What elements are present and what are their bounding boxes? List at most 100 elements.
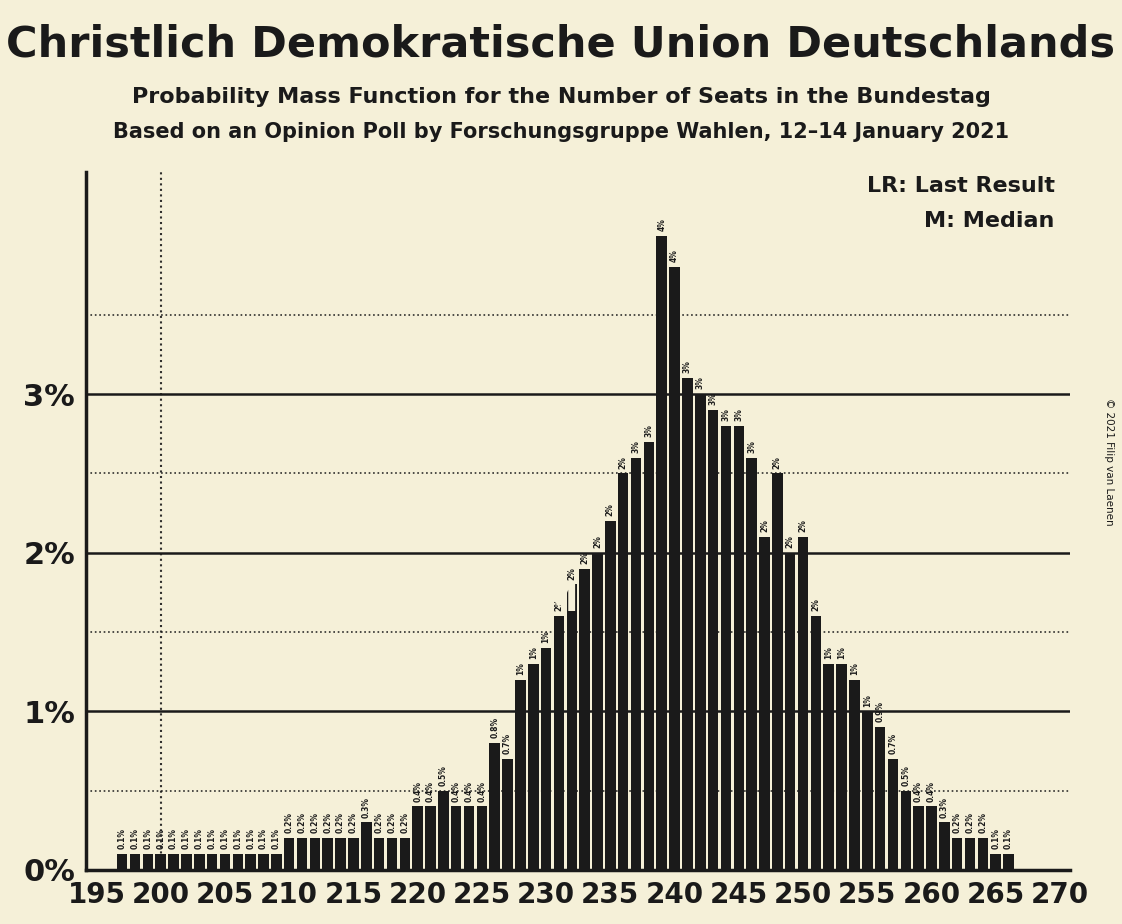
Bar [284,838,294,869]
Bar [939,822,949,869]
Text: 0.2%: 0.2% [966,812,975,833]
Text: 2%: 2% [554,599,563,612]
Text: 0.2%: 0.2% [337,812,346,833]
Text: 3%: 3% [734,408,743,421]
Text: 0.9%: 0.9% [875,701,884,723]
Text: 0.1%: 0.1% [156,828,165,849]
Text: 0.4%: 0.4% [426,781,435,802]
Text: 1%: 1% [825,646,834,659]
Bar [361,822,371,869]
Bar [951,838,963,869]
Text: Based on an Opinion Poll by Forschungsgruppe Wahlen, 12–14 January 2021: Based on an Opinion Poll by Forschungsgr… [113,122,1009,142]
Text: 0.1%: 0.1% [195,828,204,849]
Text: 0.2%: 0.2% [978,812,987,833]
Bar [592,553,603,869]
Text: 0.5%: 0.5% [439,765,448,785]
Text: 0.1%: 0.1% [1004,828,1013,849]
Text: 2%: 2% [799,519,808,532]
Bar [798,537,808,869]
Text: 0.1%: 0.1% [169,828,178,849]
Bar [477,807,487,869]
Bar [888,759,899,869]
Bar [272,854,282,869]
Bar [708,410,718,869]
Text: 2%: 2% [760,519,769,532]
Bar [515,679,526,869]
Bar [913,807,923,869]
Bar [605,521,616,869]
Bar [451,807,461,869]
Bar [695,395,706,869]
Bar [310,838,320,869]
Bar [528,663,539,869]
Text: Probability Mass Function for the Number of Seats in the Bundestag: Probability Mass Function for the Number… [131,87,991,107]
Text: 1%: 1% [837,646,846,659]
Text: 3%: 3% [644,424,653,437]
Text: M: Median: M: Median [925,211,1055,231]
Text: M: M [540,581,578,619]
Bar [322,838,333,869]
Bar [399,838,410,869]
Bar [965,838,975,869]
Text: 0.2%: 0.2% [375,812,384,833]
Text: 0.3%: 0.3% [940,796,949,818]
Bar [181,854,192,869]
Text: 1%: 1% [516,662,525,675]
Bar [926,807,937,869]
Text: 1%: 1% [849,662,858,675]
Text: 2%: 2% [606,504,615,517]
Text: 0.4%: 0.4% [914,781,923,802]
Text: 0.1%: 0.1% [220,828,230,849]
Bar [682,378,692,869]
Bar [348,838,359,869]
Text: LR: Last Result: LR: Last Result [866,176,1055,196]
Bar [901,791,911,869]
Bar [117,854,128,869]
Text: LR: LR [9,749,56,783]
Bar [862,711,873,869]
Bar [413,807,423,869]
Text: 2%: 2% [773,456,782,468]
Bar [991,854,1001,869]
Text: 4%: 4% [670,249,679,262]
Bar [720,426,732,869]
Bar [541,648,551,869]
Text: 3%: 3% [709,393,718,406]
Bar [130,854,140,869]
Bar [232,854,243,869]
Bar [824,663,834,869]
Text: 0.1%: 0.1% [272,828,280,849]
Bar [387,838,397,869]
Bar [374,838,385,869]
Text: 2%: 2% [568,566,577,579]
Bar [810,616,821,869]
Text: 0.5%: 0.5% [901,765,910,785]
Text: 2%: 2% [594,535,603,548]
Text: 0.4%: 0.4% [452,781,461,802]
Text: 4%: 4% [657,218,666,231]
Text: 0.1%: 0.1% [233,828,242,849]
Text: 0.2%: 0.2% [297,812,306,833]
Bar [1003,854,1014,869]
Text: 2%: 2% [580,551,589,564]
Text: Christlich Demokratische Union Deutschlands: Christlich Demokratische Union Deutschla… [7,23,1115,65]
Bar [489,743,500,869]
Text: 0.4%: 0.4% [465,781,473,802]
Text: 0.2%: 0.2% [323,812,332,833]
Text: 0.2%: 0.2% [401,812,410,833]
Bar [258,854,269,869]
Text: 0.3%: 0.3% [361,796,370,818]
Text: 1%: 1% [528,646,537,659]
Text: 0.1%: 0.1% [144,828,153,849]
Text: 2%: 2% [618,456,627,468]
Bar [746,457,757,869]
Text: 0.4%: 0.4% [927,781,936,802]
Bar [670,267,680,869]
Bar [246,854,256,869]
Text: 0.7%: 0.7% [503,733,512,754]
Text: 0.1%: 0.1% [259,828,268,849]
Bar [977,838,988,869]
Bar [579,568,590,869]
Text: 3%: 3% [683,360,692,373]
Bar [772,473,782,869]
